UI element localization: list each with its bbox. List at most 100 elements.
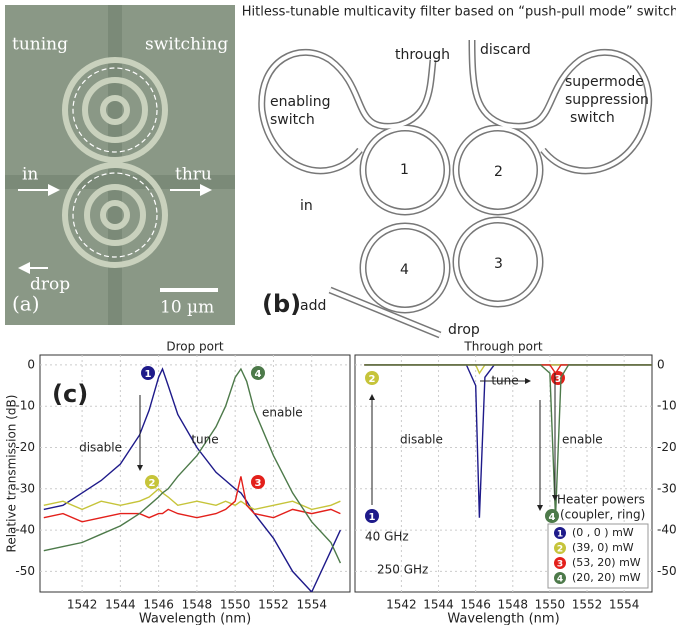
scale-bar-label: 10 µm xyxy=(160,298,214,318)
series-line xyxy=(364,364,652,518)
series-marker xyxy=(145,475,159,489)
legend-title: Heater powers xyxy=(557,493,645,507)
figure-title: Hitless-tunable multicavity filter based… xyxy=(242,5,676,20)
legend-marker xyxy=(554,572,566,584)
panel-label: (a) xyxy=(12,292,40,316)
panel-a: tuning switching in thru drop 10 µm (a) xyxy=(5,5,235,325)
series-line xyxy=(43,367,342,592)
series-line xyxy=(43,367,342,564)
series-marker xyxy=(365,509,379,523)
x-tick-label: 1548 xyxy=(498,598,529,612)
x-tick-label: 1550 xyxy=(535,598,566,612)
x-tick-label: 1554 xyxy=(296,598,327,612)
legend-marker-label: 1 xyxy=(557,530,563,540)
label: in xyxy=(22,165,38,185)
plot-area xyxy=(39,354,351,593)
panel-label: (c) xyxy=(52,380,88,408)
series-marker-label: 1 xyxy=(369,512,376,523)
y-axis-label: Relative transmission (dB) xyxy=(5,395,19,553)
series-marker xyxy=(251,366,265,380)
y-tick-label: 0 xyxy=(657,357,665,371)
series-marker-label: 4 xyxy=(255,369,262,380)
legend-marker-label: 3 xyxy=(557,560,563,570)
label: drop xyxy=(30,275,70,295)
y-tick-label: -30 xyxy=(15,481,35,495)
series-marker-label: 3 xyxy=(555,374,562,385)
label: switch xyxy=(570,110,615,126)
label: suppression xyxy=(565,92,649,108)
y-tick-label: -20 xyxy=(657,440,676,454)
legend-marker xyxy=(554,527,566,539)
x-tick-label: 1542 xyxy=(67,598,98,612)
legend-label: (39, 0) mW xyxy=(572,541,634,554)
label: discard xyxy=(480,42,531,58)
chart-title: Through port xyxy=(463,340,542,354)
ring-label: 2 xyxy=(494,164,503,180)
legend-label: (20, 20) mW xyxy=(572,571,641,584)
series-marker-label: 4 xyxy=(549,512,556,523)
series-marker xyxy=(545,509,559,523)
annotation: 250 GHz xyxy=(377,563,428,577)
y-tick-label: -50 xyxy=(15,564,35,578)
label: through xyxy=(395,47,450,63)
label: add xyxy=(300,298,326,314)
series-marker xyxy=(141,366,155,380)
label: switching xyxy=(145,35,228,55)
x-tick-label: 1542 xyxy=(386,598,417,612)
series-marker xyxy=(365,371,379,385)
label: supermode xyxy=(565,74,644,90)
ring-inner xyxy=(259,39,651,337)
ring-label: 1 xyxy=(400,162,409,178)
x-axis-label: Wavelength (nm) xyxy=(447,612,559,625)
x-tick-label: 1552 xyxy=(572,598,603,612)
x-tick-label: 1552 xyxy=(258,598,289,612)
rings xyxy=(62,57,168,268)
x-axis-label: Wavelength (nm) xyxy=(139,612,251,625)
chart-title: Drop port xyxy=(166,340,224,354)
y-tick-label: -20 xyxy=(15,440,35,454)
series-marker-label: 3 xyxy=(255,478,262,489)
legend-title: (coupler, ring) xyxy=(560,508,645,522)
label: enabling xyxy=(270,94,331,110)
x-tick-label: 1544 xyxy=(105,598,136,612)
annotation: enable xyxy=(562,433,603,447)
outlines xyxy=(72,67,158,258)
y-tick-label: -10 xyxy=(657,399,676,413)
legend-marker xyxy=(554,542,566,554)
x-tick-label: 1546 xyxy=(460,598,491,612)
series-line xyxy=(43,476,341,523)
annotation: disable xyxy=(79,441,122,455)
series-marker xyxy=(251,475,265,489)
y-tick-label: -10 xyxy=(15,399,35,413)
y-tick-label: -40 xyxy=(657,523,676,537)
x-tick-label: 1548 xyxy=(182,598,213,612)
label: drop xyxy=(448,322,480,338)
series-marker-label: 2 xyxy=(369,374,376,385)
legend-label: (53, 20) mW xyxy=(572,556,641,569)
legend-marker xyxy=(554,557,566,569)
series-marker-label: 1 xyxy=(145,369,152,380)
ring-label: 3 xyxy=(494,256,503,272)
x-tick-label: 1544 xyxy=(423,598,454,612)
x-tick-label: 1550 xyxy=(220,598,251,612)
y-tick-label: -30 xyxy=(657,481,676,495)
panel-b: enabling switch through discard supermod… xyxy=(258,39,653,339)
series-line xyxy=(43,487,341,511)
y-tick-label: -50 xyxy=(657,564,676,578)
x-tick-label: 1546 xyxy=(143,598,174,612)
legend-marker-label: 2 xyxy=(557,545,563,555)
y-tick-label: 0 xyxy=(27,357,35,371)
annotation: enable xyxy=(262,406,303,420)
label: in xyxy=(300,198,313,214)
series-marker-label: 2 xyxy=(149,478,156,489)
legend-marker-label: 4 xyxy=(557,575,563,585)
annotation: disable xyxy=(400,433,443,447)
label: thru xyxy=(175,165,212,185)
label: tuning xyxy=(12,35,68,55)
label: switch xyxy=(270,112,315,128)
y-tick-label: -40 xyxy=(15,523,35,537)
annotation: 40 GHz xyxy=(365,530,409,544)
legend-label: (0 , 0 ) mW xyxy=(572,526,634,539)
panel-label: (b) xyxy=(262,290,301,318)
